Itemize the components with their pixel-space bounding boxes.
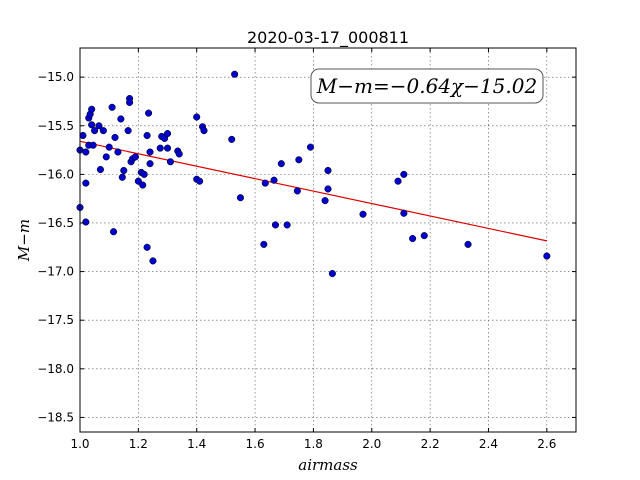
data-point (394, 177, 402, 185)
data-point (111, 133, 119, 141)
data-point (293, 187, 301, 195)
data-point (131, 153, 139, 161)
data-point (139, 181, 147, 189)
data-point (196, 177, 204, 185)
data-point (156, 144, 164, 152)
data-point (543, 252, 551, 260)
x-tick-label: 1.0 (70, 437, 89, 451)
data-point (95, 122, 103, 130)
data-point (145, 109, 153, 117)
data-point (149, 257, 157, 265)
x-tick-label: 2.0 (362, 437, 381, 451)
data-point (200, 127, 208, 135)
data-point (88, 105, 96, 113)
data-point (283, 221, 291, 229)
y-tick-label: −16.0 (37, 167, 74, 181)
data-point (124, 127, 132, 135)
data-point (306, 143, 315, 151)
data-points (76, 70, 551, 278)
data-point (99, 127, 107, 135)
data-point (140, 170, 148, 178)
data-point (88, 121, 96, 129)
y-tick-label: −18.0 (37, 362, 74, 376)
data-point (163, 129, 172, 138)
data-point (464, 240, 472, 248)
y-tick-labels: −15.0 −15.5 −16.0 −16.5 −17.0 −17.5 −18.0 −18.5 (37, 70, 74, 424)
x-tick-label: 2.2 (421, 437, 440, 451)
axis-ticks (79, 48, 576, 432)
data-point (400, 170, 408, 178)
grid-lines (79, 48, 576, 432)
data-point (270, 176, 278, 184)
data-point (295, 156, 303, 164)
data-point (166, 158, 174, 166)
data-point (91, 127, 99, 135)
data-point (143, 243, 151, 251)
data-point (175, 150, 183, 158)
data-point (400, 209, 408, 217)
data-point (110, 228, 118, 236)
data-point (82, 218, 90, 226)
annotation-box (310, 68, 544, 104)
data-point (228, 135, 236, 143)
data-point (324, 185, 332, 193)
data-point (126, 98, 134, 106)
data-point (143, 131, 151, 140)
x-tick-labels: 1.0 1.2 1.4 1.6 1.8 2.0 2.2 2.4 2.6 (70, 437, 556, 451)
x-tick-label: 2.4 (479, 437, 498, 451)
data-point (146, 148, 154, 156)
data-point (102, 153, 110, 161)
x-tick-label: 2.6 (537, 437, 556, 451)
x-tick-label: 1.2 (129, 437, 148, 451)
data-point (359, 210, 367, 218)
data-point (114, 148, 122, 156)
data-point (260, 240, 268, 248)
data-point (117, 115, 125, 123)
data-point (321, 197, 329, 205)
data-point (231, 70, 239, 78)
y-tick-label: −17.0 (37, 265, 74, 279)
data-point (82, 179, 90, 187)
plot-frame (79, 47, 577, 433)
data-point (236, 194, 245, 202)
data-point (118, 173, 126, 181)
fit-line (79, 140, 547, 242)
data-point (277, 160, 285, 168)
data-point (420, 232, 428, 240)
data-point (79, 131, 87, 140)
data-point (82, 148, 90, 156)
data-point (120, 166, 128, 175)
fit-equation: M−m=−0.64χ−15.02 (316, 74, 537, 98)
x-axis-label: airmass (298, 456, 358, 474)
data-point (89, 141, 97, 149)
data-point (193, 113, 201, 121)
data-point (409, 234, 417, 243)
y-tick-label: −18.5 (37, 410, 74, 424)
y-tick-label: −15.0 (37, 70, 74, 84)
data-point (271, 221, 280, 229)
data-point (163, 144, 172, 152)
chart-title: 2020-03-17_000811 (247, 28, 409, 48)
y-tick-label: −15.5 (37, 119, 74, 133)
y-tick-label: −16.5 (37, 216, 74, 230)
data-point (108, 103, 116, 111)
fit-line-layer (79, 140, 547, 242)
x-tick-label: 1.8 (304, 437, 323, 451)
data-point (324, 166, 332, 175)
x-tick-label: 1.4 (187, 437, 206, 451)
data-point (328, 269, 336, 278)
data-point (146, 160, 154, 168)
data-point (96, 165, 104, 174)
y-tick-label: −17.5 (37, 313, 74, 327)
fit-annotation: M−m=−0.64χ−15.02 (310, 68, 544, 104)
x-tick-label: 1.6 (246, 437, 265, 451)
y-axis-label: M−m (15, 219, 33, 262)
data-point (261, 179, 269, 187)
data-point (105, 143, 113, 151)
